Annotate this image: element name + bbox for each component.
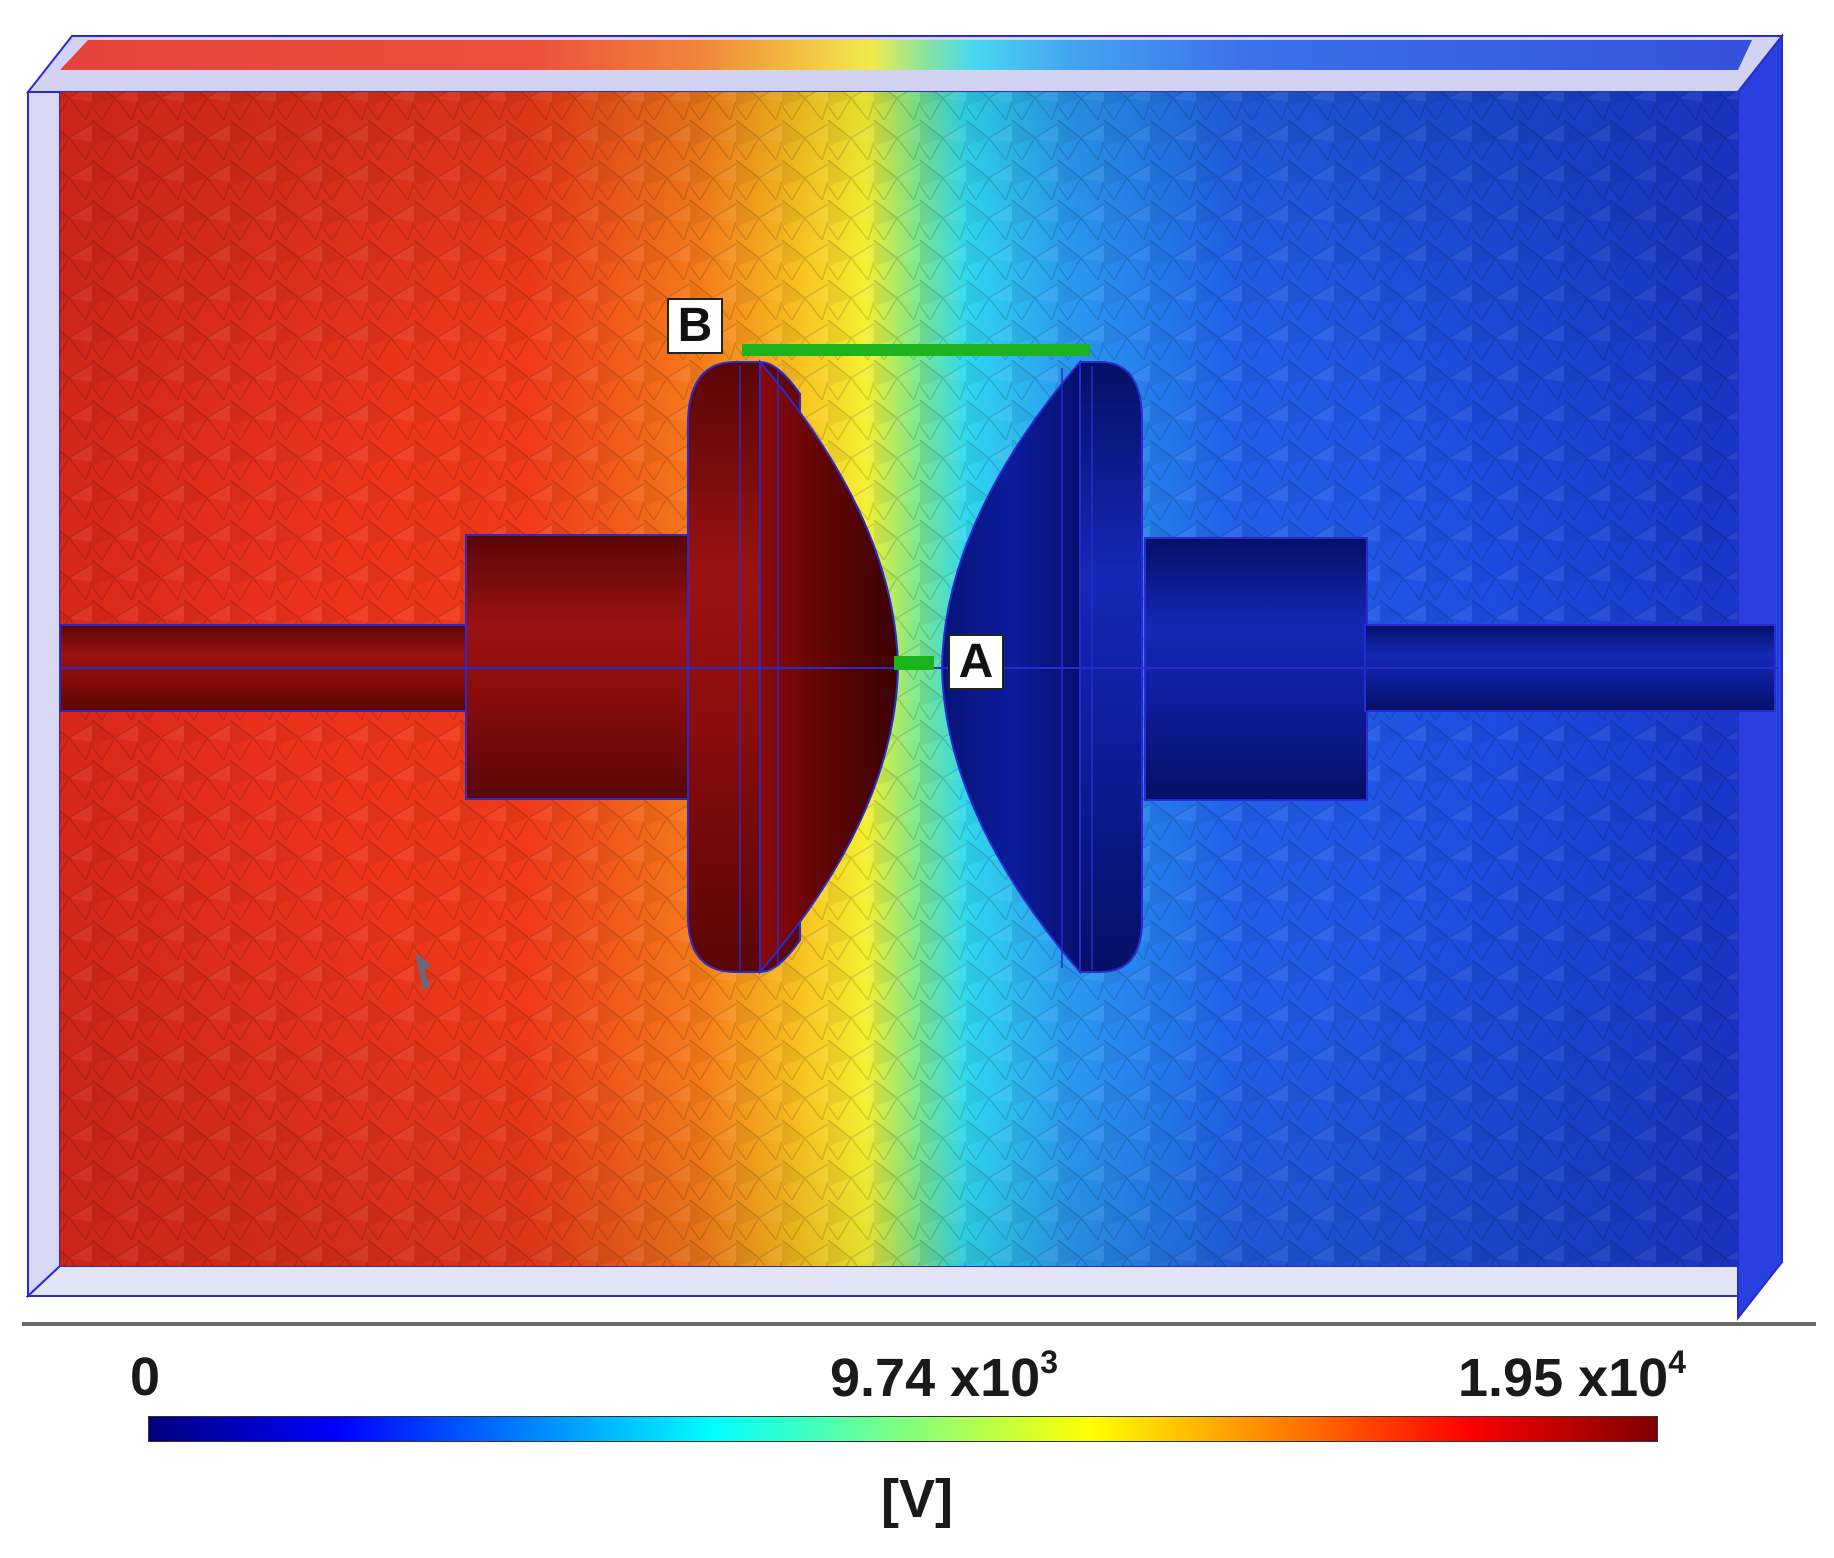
- colorbar-unit: [V]: [881, 1469, 953, 1529]
- colorbar: [148, 1416, 1658, 1442]
- marker-label-a: A: [948, 634, 1004, 690]
- colorbar-min-label: 0: [130, 1347, 161, 1407]
- cursor-icon: [415, 952, 432, 990]
- colorbar-max-label: 1.95 x104: [1458, 1346, 1686, 1408]
- colorbar-max-exponent: 4: [1668, 1344, 1686, 1380]
- colorbar-max-mantissa: 1.95 x10: [1458, 1348, 1669, 1408]
- colorbar-mid-label: 9.74 x103: [830, 1346, 1058, 1408]
- marker-label-b: B: [667, 298, 723, 354]
- colorbar-mid-exponent: 3: [1040, 1344, 1058, 1380]
- colorbar-mid-mantissa: 9.74 x10: [830, 1348, 1041, 1408]
- potential-field-scene: [22, 33, 1816, 1326]
- top-face-strip: [60, 40, 1752, 70]
